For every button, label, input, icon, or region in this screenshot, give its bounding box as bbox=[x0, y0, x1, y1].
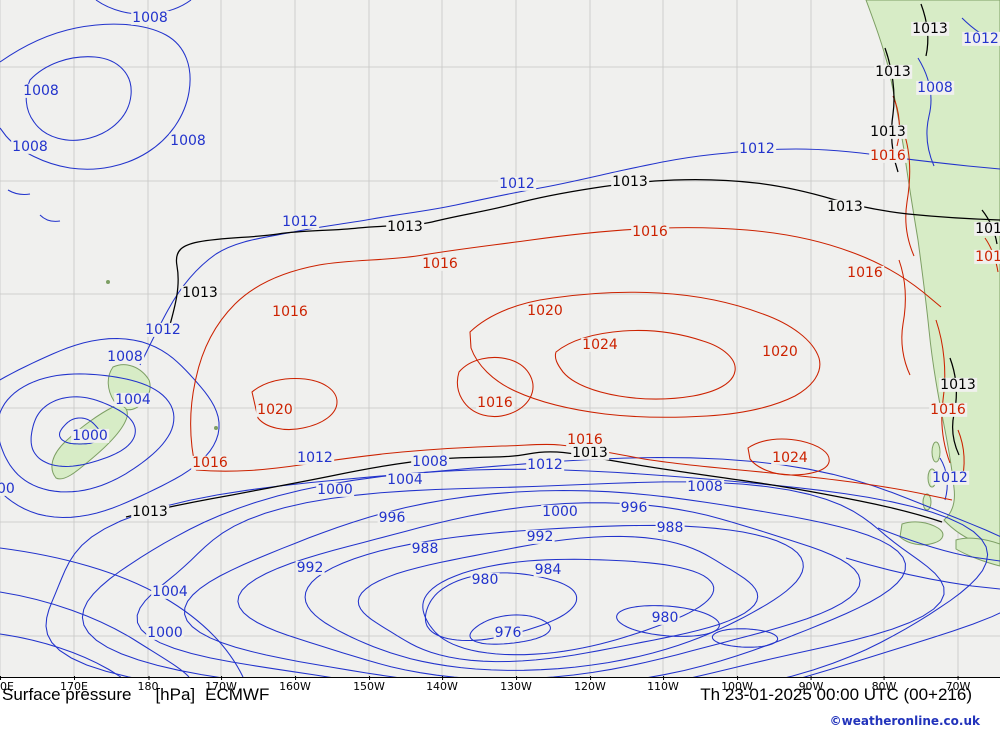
contour-label: 988 bbox=[655, 519, 685, 536]
pressure-map: 1008 1008 1008 1008 1012 1012 1012 1012 1008 1004… bbox=[0, 0, 1000, 678]
small-island bbox=[214, 426, 218, 430]
contour-label: 988 bbox=[410, 540, 440, 557]
land-tierra-del-fuego bbox=[899, 521, 944, 546]
contour-label: 996 bbox=[377, 509, 407, 526]
contour-label: 1012 bbox=[931, 469, 969, 486]
contour-label: 1016 bbox=[846, 264, 884, 281]
longitude-tick-label: 140W bbox=[426, 676, 458, 693]
contour-label: 984 bbox=[533, 561, 563, 578]
contour-label: 1013 bbox=[874, 63, 912, 80]
longitude-tick-label: 160E bbox=[0, 676, 14, 693]
contour-label: 1013 bbox=[826, 198, 864, 215]
contour-label: 1012 bbox=[144, 321, 182, 338]
contour-label: 1013 bbox=[869, 123, 907, 140]
copyright-link[interactable]: ©weatheronline.co.uk bbox=[829, 714, 980, 728]
contour-label: 1000 bbox=[146, 624, 184, 641]
chart-caption: Surface pressure [hPa] ECMWF bbox=[2, 685, 269, 705]
contour-label: 1013 bbox=[386, 218, 424, 235]
contour-label: 1020 bbox=[256, 401, 294, 418]
contour-label: 1008 bbox=[411, 453, 449, 470]
contour-label: 1013 bbox=[611, 173, 649, 190]
contour-label: 976 bbox=[493, 624, 523, 641]
contour-label: 1016 bbox=[421, 255, 459, 272]
contour-label: 1008 bbox=[131, 9, 169, 26]
contour-label: 1024 bbox=[771, 449, 809, 466]
longitude-tick-label: 80W bbox=[871, 676, 897, 693]
contour-label: 1012 bbox=[296, 449, 334, 466]
contour-label: 1012 bbox=[498, 175, 536, 192]
contour-label: 1013 bbox=[939, 376, 977, 393]
longitude-tick-label: 100W bbox=[721, 676, 753, 693]
contour-label: 1013 bbox=[131, 503, 169, 520]
contour-label: 1004 bbox=[151, 583, 189, 600]
longitude-tick-label: 150W bbox=[353, 676, 385, 693]
contour-label: 1008 bbox=[22, 82, 60, 99]
contour-label: 1004 bbox=[386, 471, 424, 488]
land-fjord-island bbox=[931, 441, 941, 463]
contour-label: 1000 bbox=[541, 503, 579, 520]
contour-label: 1000 bbox=[71, 427, 109, 444]
longitude-tick-label: 170W bbox=[205, 676, 237, 693]
contour-label: 1016 bbox=[631, 223, 669, 240]
isobar-layer-low-generated bbox=[0, 337, 1000, 677]
contour-label: 1008 bbox=[11, 138, 49, 155]
contour-label: 1000 bbox=[316, 481, 354, 498]
contour-label: 1012 bbox=[281, 213, 319, 230]
contour-label: 1013 bbox=[974, 222, 1000, 236]
contour-label: 980 bbox=[650, 609, 680, 626]
longitude-tick-label: 120W bbox=[574, 676, 606, 693]
contour-label: 1004 bbox=[114, 391, 152, 408]
contour-label: 1008 bbox=[686, 478, 724, 495]
contour-label: 1020 bbox=[761, 343, 799, 360]
contour-label: 1013 bbox=[911, 20, 949, 37]
model-name: ECMWF bbox=[205, 685, 270, 704]
contour-label: 1016 bbox=[476, 394, 514, 411]
contour-label: 1013 bbox=[571, 444, 609, 461]
contour-label: 1013 bbox=[181, 284, 219, 301]
contour-label: 1016 bbox=[869, 147, 907, 164]
contour-label: 1008 bbox=[106, 348, 144, 365]
contour-label: 980 bbox=[470, 571, 500, 588]
map-canvas bbox=[0, 0, 1000, 677]
small-island bbox=[106, 280, 110, 284]
contour-label: 1012 bbox=[738, 140, 776, 157]
land-fjord-island bbox=[922, 493, 932, 511]
contour-label: 1008 bbox=[169, 132, 207, 149]
contour-labels-layer: 1008 1008 1008 1008 1012 1012 1012 1012 1008 1004… bbox=[0, 9, 1000, 641]
longitude-tick-label: 70W bbox=[945, 676, 971, 693]
contour-label: 1012 bbox=[962, 30, 1000, 47]
longitude-tick-label: 180 bbox=[137, 676, 159, 693]
contour-label: 1016 bbox=[191, 454, 229, 471]
unit-label: [hPa] bbox=[155, 685, 196, 704]
contour-label: 996 bbox=[619, 499, 649, 516]
longitude-tick-label: 170E bbox=[60, 676, 88, 693]
contour-label: 1016 bbox=[929, 401, 967, 418]
contour-label: 1008 bbox=[916, 79, 954, 96]
footer: 160E 170E 180 170W 160W 150W 140W 130W 120W 110W 1… bbox=[0, 676, 1000, 733]
contour-label: 1016 bbox=[566, 431, 604, 448]
longitude-tick-label: 110W bbox=[647, 676, 679, 693]
contour-label: 1020 bbox=[526, 302, 564, 319]
contour-label: 992 bbox=[295, 559, 325, 576]
longitude-tick-label: 90W bbox=[798, 676, 824, 693]
contour-label: 1016 bbox=[271, 303, 309, 320]
valid-time: Th 23-01-2025 00:00 UTC (00+216) bbox=[700, 685, 972, 704]
contour-label: 1000 bbox=[0, 482, 16, 496]
contour-label: 992 bbox=[525, 528, 555, 545]
contour-label: 1024 bbox=[581, 336, 619, 353]
isobar-layer-low bbox=[0, 0, 1000, 677]
contour-label: 1012 bbox=[526, 456, 564, 473]
contour-label: 1016 bbox=[974, 250, 1000, 264]
longitude-tick-label: 160W bbox=[279, 676, 311, 693]
product-name: Surface pressure bbox=[2, 685, 132, 704]
longitude-tick-label: 130W bbox=[500, 676, 532, 693]
